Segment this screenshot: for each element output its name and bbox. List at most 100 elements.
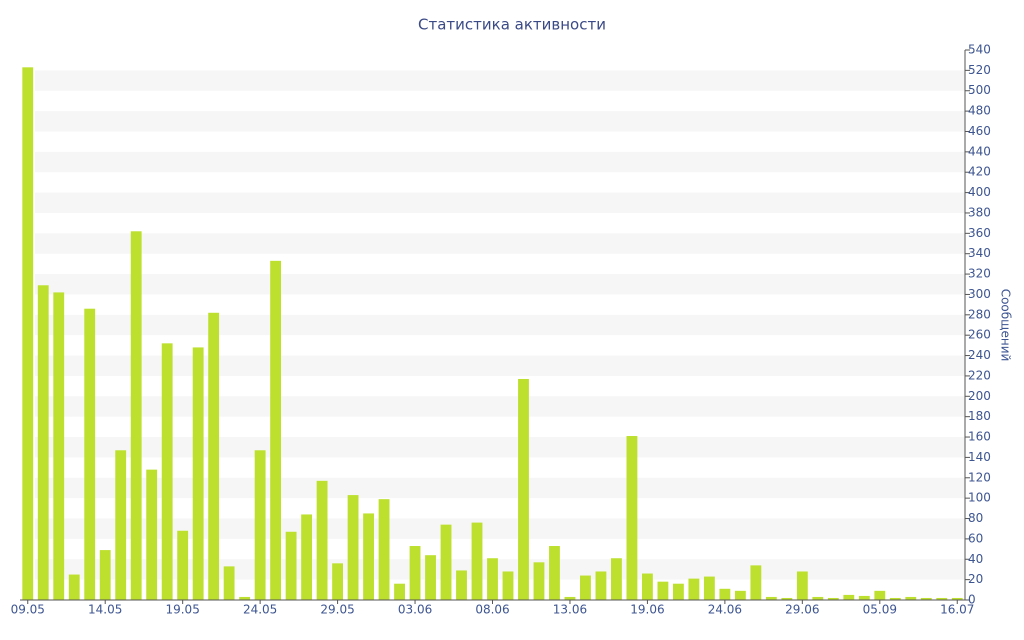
grid-band: [35, 192, 965, 213]
bar: [409, 546, 421, 600]
y-tick-label: 140: [968, 450, 991, 464]
y-tick-label: 500: [968, 83, 991, 97]
grid-band: [35, 477, 965, 499]
bar: [688, 578, 700, 600]
bar: [827, 597, 839, 600]
bar: [68, 574, 80, 600]
x-tick-label: 24.05: [243, 603, 277, 617]
bar: [53, 292, 65, 600]
grid-band: [35, 559, 965, 580]
y-tick-label: 260: [968, 328, 991, 342]
x-tick-label: 08.06: [475, 603, 509, 617]
bar: [611, 558, 622, 600]
bar: [332, 563, 344, 600]
grid-band: [35, 151, 965, 173]
y-tick-label: 0: [968, 593, 976, 607]
y-tick-label: 100: [968, 491, 991, 505]
grid-band: [35, 111, 965, 132]
bar: [657, 581, 669, 600]
grid-band: [35, 396, 965, 417]
bar: [130, 231, 142, 600]
y-tick-label: 420: [968, 165, 991, 179]
bar: [936, 597, 948, 600]
y-tick-label: 180: [968, 409, 991, 423]
y-tick-label: 440: [968, 144, 991, 158]
bar: [84, 308, 96, 600]
bar: [641, 573, 653, 600]
y-tick-label: 400: [968, 185, 991, 199]
bar: [502, 571, 514, 600]
bar: [703, 576, 715, 600]
bar: [905, 596, 917, 600]
bar: [471, 522, 483, 600]
bar: [672, 583, 684, 600]
y-tick-label: 20: [968, 572, 983, 586]
bar: [549, 546, 560, 600]
bar: [874, 590, 886, 600]
bar: [394, 583, 405, 600]
bar: [347, 495, 359, 600]
grid-band: [35, 314, 965, 336]
y-tick-label: 240: [968, 348, 991, 362]
bar: [440, 524, 452, 600]
bar: [487, 558, 498, 600]
y-tick-label: 160: [968, 430, 991, 444]
bar: [192, 347, 204, 600]
x-tick-label: 29.06: [785, 603, 819, 617]
bar: [285, 531, 297, 600]
grid-band: [35, 437, 965, 458]
bar: [115, 450, 127, 600]
x-tick-label: 09.05: [11, 603, 45, 617]
y-tick-label: 520: [968, 63, 991, 77]
bar: [254, 450, 266, 600]
bar: [146, 469, 158, 600]
bar: [889, 597, 901, 600]
bar: [858, 595, 870, 600]
bar: [208, 312, 220, 600]
y-tick-label: 40: [968, 552, 983, 566]
y-tick-label: 120: [968, 470, 991, 484]
bar: [781, 597, 793, 600]
bar: [580, 575, 591, 600]
y-tick-label: 280: [968, 307, 991, 321]
bar: [734, 590, 746, 600]
bar: [456, 570, 467, 600]
grid-band: [35, 355, 965, 376]
bar: [301, 514, 313, 600]
x-tick-label: 24.06: [708, 603, 742, 617]
bar: [316, 480, 328, 600]
grid-band: [35, 518, 965, 539]
y-tick-label: 80: [968, 511, 983, 525]
x-tick-label: 19.06: [630, 603, 664, 617]
bar: [22, 67, 34, 600]
grid-band: [35, 274, 965, 295]
bar: [951, 597, 963, 600]
bar: [920, 597, 932, 600]
bar: [595, 571, 607, 600]
bar: [843, 594, 855, 600]
y-tick-label: 380: [968, 205, 991, 219]
y-tick-label: 340: [968, 246, 991, 260]
bar: [161, 343, 173, 600]
bar: [363, 513, 374, 600]
x-tick-label: 05.09: [863, 603, 897, 617]
y-tick-label: 460: [968, 124, 991, 138]
x-tick-label: 14.05: [88, 603, 122, 617]
bar: [796, 571, 808, 600]
bar: [518, 378, 529, 600]
bar: [626, 436, 638, 600]
bar: [177, 530, 189, 600]
bar: [378, 499, 390, 600]
bar: [99, 550, 111, 600]
bar: [239, 596, 251, 600]
bar: [37, 285, 49, 600]
bar: [533, 562, 545, 600]
x-tick-label: 03.06: [398, 603, 432, 617]
y-tick-label: 360: [968, 226, 991, 240]
bar: [719, 588, 731, 600]
y-tick-label: 220: [968, 368, 991, 382]
y-tick-label: 480: [968, 104, 991, 118]
y-tick-label: 300: [968, 287, 991, 301]
grid-band: [35, 233, 965, 254]
